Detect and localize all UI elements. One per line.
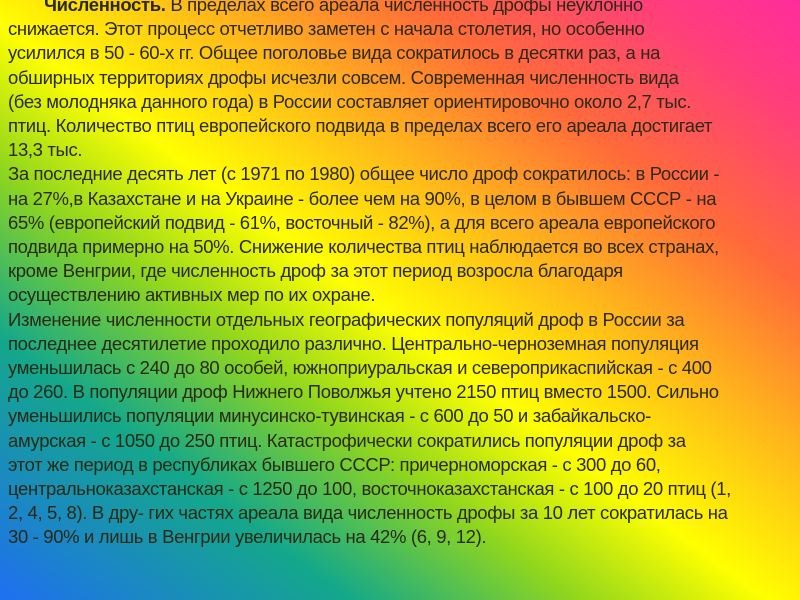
text-line: центральноказахстанская - с 1250 до 100,… — [8, 478, 731, 500]
text-line: 2, 4, 5, 8). В дру- гих частях ареала ви… — [8, 502, 728, 524]
heading: Численность. — [44, 0, 166, 15]
text-line-0: В пределах всего ареала численность дроф… — [165, 0, 643, 15]
text-line: (без молодняка данного года) в России со… — [8, 90, 692, 112]
text-line: обширных территориях дрофы исчезли совсе… — [8, 66, 679, 88]
slide-text: Численность. В пределах всего ареала чис… — [8, 0, 800, 550]
text-line: последнее десятилетие проходило различно… — [8, 332, 699, 354]
text-line: уменьшились популяции минусинско-тувинск… — [8, 405, 651, 427]
text-line: кроме Венгрии, где численность дроф за э… — [8, 260, 623, 282]
text-line: на 27%,в Казахстане и на Украине - более… — [8, 187, 717, 209]
text-line: Изменение численности отдельных географи… — [8, 308, 685, 330]
text-line: 30 - 90% и лишь в Венгрии увеличилась на… — [8, 526, 487, 548]
text-line: осуществлению активных мер по их охране. — [8, 284, 376, 306]
text-line: усилился в 50 - 60-х гг. Общее поголовье… — [8, 42, 661, 64]
text-line: этот же период в республиках бывшего ССС… — [8, 453, 661, 475]
text-line: птиц. Количество птиц европейского подви… — [8, 115, 713, 137]
text-line: За последние десять лет (с 1971 по 1980)… — [8, 163, 720, 185]
text-line: до 260. В популяции дроф Нижнего Поволжь… — [8, 381, 719, 403]
text-line: уменьшилась с 240 до 80 особей, южноприу… — [8, 357, 712, 379]
text-line: Численность. В пределах всего ареала чис… — [8, 0, 800, 17]
text-line: 13,3 тыс. — [8, 139, 83, 161]
text-line: 65% (европейский подвид - 61%, восточный… — [8, 211, 716, 233]
text-line: подвида примерно на 50%. Снижение количе… — [8, 236, 719, 258]
text-line: снижается. Этот процесс отчетливо замете… — [8, 18, 645, 40]
text-line: амурская - с 1050 до 250 птиц. Катастроф… — [8, 429, 686, 451]
